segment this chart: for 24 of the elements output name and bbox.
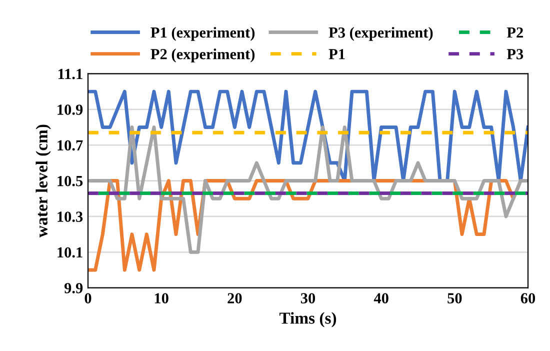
line-series bbox=[88, 126, 528, 254]
x-tick-label: 40 bbox=[374, 293, 388, 304]
y-tick-label: 10.9 bbox=[58, 104, 83, 115]
x-tick-label: 30 bbox=[300, 293, 316, 304]
x-tick-label: 10 bbox=[154, 293, 168, 304]
legend-label: P1 bbox=[328, 49, 345, 60]
y-tick-label: 10.5 bbox=[58, 176, 83, 186]
legend-label: P2 (experiment) bbox=[150, 48, 255, 62]
x-axis-title: Tims (s) bbox=[279, 312, 336, 328]
y-axis-title: water level (cm) bbox=[36, 124, 51, 238]
legend-label: P1 (experiment) bbox=[150, 26, 255, 41]
x-tick-label: 50 bbox=[448, 293, 462, 304]
y-tick-label: 11.1 bbox=[58, 68, 82, 80]
line-series bbox=[88, 90, 528, 182]
y-tick-label: 10.3 bbox=[58, 212, 83, 222]
legend-label: P2 bbox=[506, 27, 523, 38]
x-tick-label: 0 bbox=[84, 293, 92, 304]
legend-label: P3 bbox=[506, 49, 524, 60]
legend-label: P3 (experiment) bbox=[328, 26, 433, 41]
y-tick-label: 9.9 bbox=[64, 283, 83, 294]
x-tick-label: 60 bbox=[520, 293, 536, 304]
x-tick-label: 20 bbox=[228, 293, 242, 304]
y-tick-label: 10.7 bbox=[58, 140, 83, 151]
y-tick-label: 10.1 bbox=[58, 247, 82, 258]
